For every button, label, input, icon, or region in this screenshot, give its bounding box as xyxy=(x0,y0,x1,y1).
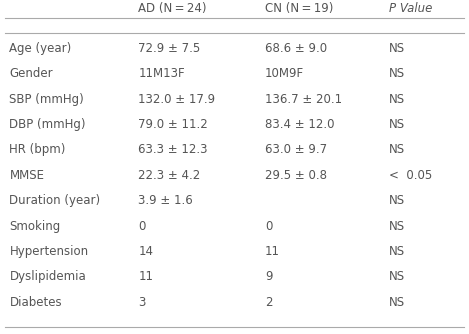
Text: NS: NS xyxy=(389,42,405,55)
Text: SBP (mmHg): SBP (mmHg) xyxy=(9,93,84,106)
Text: 68.6 ± 9.0: 68.6 ± 9.0 xyxy=(265,42,327,55)
Text: 132.0 ± 17.9: 132.0 ± 17.9 xyxy=(138,93,215,106)
Text: NS: NS xyxy=(389,245,405,258)
Text: 79.0 ± 11.2: 79.0 ± 11.2 xyxy=(138,118,208,131)
Text: 29.5 ± 0.8: 29.5 ± 0.8 xyxy=(265,169,327,182)
Text: NS: NS xyxy=(389,194,405,207)
Text: Age (year): Age (year) xyxy=(9,42,72,55)
Text: Gender: Gender xyxy=(9,67,53,80)
Text: 2: 2 xyxy=(265,296,272,309)
Text: DBP (mmHg): DBP (mmHg) xyxy=(9,118,86,131)
Text: NS: NS xyxy=(389,93,405,106)
Text: 11M13F: 11M13F xyxy=(138,67,185,80)
Text: 0: 0 xyxy=(138,220,146,232)
Text: 10M9F: 10M9F xyxy=(265,67,304,80)
Text: NS: NS xyxy=(389,67,405,80)
Text: NS: NS xyxy=(389,144,405,156)
Text: HR (bpm): HR (bpm) xyxy=(9,144,66,156)
Text: CN (N = 19): CN (N = 19) xyxy=(265,2,333,15)
Text: 83.4 ± 12.0: 83.4 ± 12.0 xyxy=(265,118,334,131)
Text: 11: 11 xyxy=(138,271,153,283)
Text: 0: 0 xyxy=(265,220,272,232)
Text: Dyslipidemia: Dyslipidemia xyxy=(9,271,86,283)
Text: 9: 9 xyxy=(265,271,272,283)
Text: Diabetes: Diabetes xyxy=(9,296,62,309)
Text: MMSE: MMSE xyxy=(9,169,45,182)
Text: 136.7 ± 20.1: 136.7 ± 20.1 xyxy=(265,93,342,106)
Text: <  0.05: < 0.05 xyxy=(389,169,432,182)
Text: NS: NS xyxy=(389,271,405,283)
Text: 11: 11 xyxy=(265,245,280,258)
Text: NS: NS xyxy=(389,118,405,131)
Text: 22.3 ± 4.2: 22.3 ± 4.2 xyxy=(138,169,201,182)
Text: Duration (year): Duration (year) xyxy=(9,194,100,207)
Text: NS: NS xyxy=(389,296,405,309)
Text: P Value: P Value xyxy=(389,2,432,15)
Text: 3: 3 xyxy=(138,296,146,309)
Text: 72.9 ± 7.5: 72.9 ± 7.5 xyxy=(138,42,201,55)
Text: AD (N = 24): AD (N = 24) xyxy=(138,2,207,15)
Text: Smoking: Smoking xyxy=(9,220,61,232)
Text: 3.9 ± 1.6: 3.9 ± 1.6 xyxy=(138,194,193,207)
Text: 14: 14 xyxy=(138,245,153,258)
Text: 63.0 ± 9.7: 63.0 ± 9.7 xyxy=(265,144,327,156)
Text: NS: NS xyxy=(389,220,405,232)
Text: Hypertension: Hypertension xyxy=(9,245,89,258)
Text: 63.3 ± 12.3: 63.3 ± 12.3 xyxy=(138,144,208,156)
